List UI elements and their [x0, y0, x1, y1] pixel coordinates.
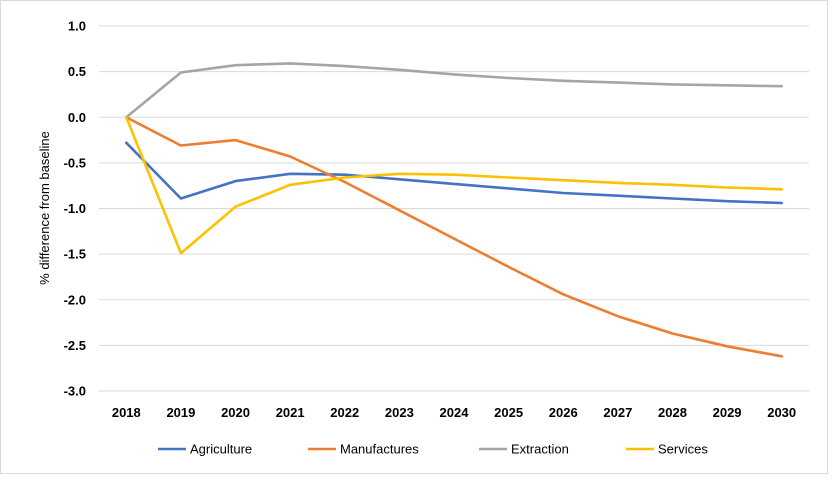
legend-label-extraction: Extraction: [511, 442, 569, 457]
y-tick-label: -3.0: [64, 384, 86, 399]
gridlines: [99, 25, 809, 392]
x-tick-label: 2018: [112, 405, 141, 420]
x-tick-label: 2020: [221, 405, 250, 420]
legend-label-manufactures: Manufactures: [340, 442, 419, 457]
y-tick-label: -1.0: [64, 201, 86, 216]
series-line-manufactures: [125, 116, 784, 358]
x-tick-label: 2022: [330, 405, 359, 420]
y-tick-label: 0.5: [68, 64, 86, 79]
legend-label-agriculture: Agriculture: [190, 442, 252, 457]
legend-label-services: Services: [658, 442, 708, 457]
chart-frame: 1.0 0.5 0.0 -0.5 -1.0 -1.5 -2.0 -2.5 -3.0 2018 20…: [0, 0, 828, 474]
x-tick-label: 2025: [494, 405, 523, 420]
legend: Agriculture Manufactures Extraction Service…: [158, 442, 708, 457]
x-tick-label: 2028: [658, 405, 687, 420]
series-line-services: [125, 116, 784, 255]
x-tick-label: 2024: [440, 405, 470, 420]
y-tick-label: -2.5: [64, 338, 86, 353]
y-axis-ticks: 1.0 0.5 0.0 -0.5 -1.0 -1.5 -2.0 -2.5 -3.0: [64, 19, 86, 399]
x-tick-label: 2027: [603, 405, 632, 420]
x-axis-ticks: 2018 2019 2020 2021 2022 2023 2024 2025 2026 2027…: [112, 405, 796, 420]
y-tick-label: -2.0: [64, 292, 86, 307]
x-tick-label: 2019: [166, 405, 195, 420]
x-tick-label: 2030: [767, 405, 796, 420]
y-tick-label: -1.5: [64, 247, 86, 262]
x-tick-label: 2029: [713, 405, 742, 420]
y-tick-label: 1.0: [68, 19, 86, 34]
y-tick-label: -0.5: [64, 155, 86, 170]
x-tick-label: 2021: [276, 405, 305, 420]
x-tick-label: 2023: [385, 405, 414, 420]
x-tick-label: 2026: [549, 405, 578, 420]
y-tick-label: 0.0: [68, 110, 86, 125]
series-line-extraction: [125, 62, 784, 119]
series-line-agriculture: [125, 141, 784, 205]
y-axis-label: % difference from baseline: [37, 131, 52, 285]
series-lines: [125, 62, 784, 358]
